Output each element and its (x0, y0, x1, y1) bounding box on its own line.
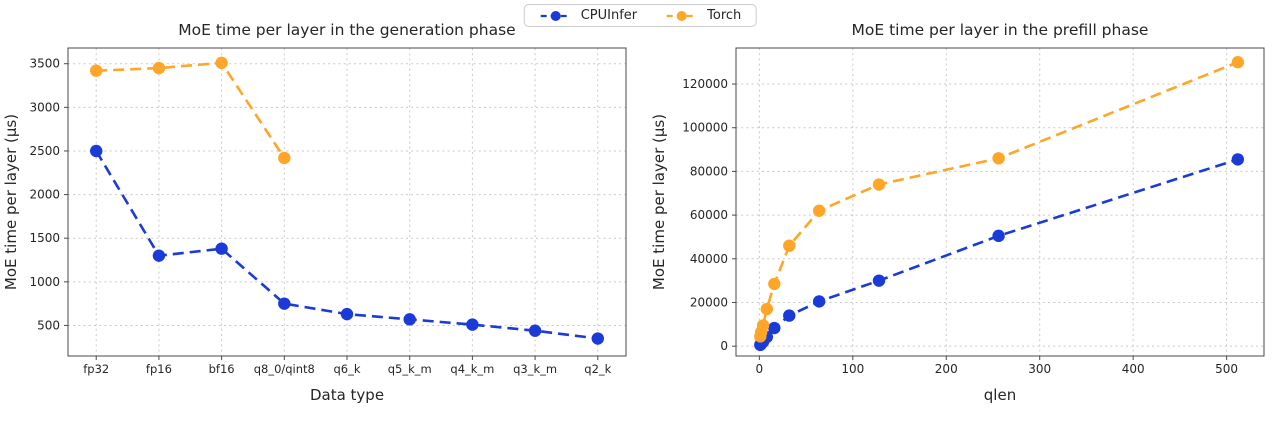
x-tick-label: fp32 (83, 362, 109, 376)
x-tick-label: q6_k (333, 362, 360, 376)
legend-item-torch[interactable]: Torch (665, 8, 741, 23)
series-line-torch (96, 61, 286, 159)
data-point (90, 64, 103, 77)
x-tick-label: 100 (841, 362, 864, 376)
x-axis-label: qlen (984, 386, 1016, 404)
y-axis-label: MoE time per layer (μs) (2, 114, 20, 290)
x-tick-label: 500 (1215, 362, 1238, 376)
legend-item-cpuinfer[interactable]: CPUInfer (539, 8, 637, 23)
x-tick-label: q8_0/qint8 (254, 362, 315, 376)
data-point (152, 249, 166, 262)
prefill-phase-chart: 0 100 200 300 400 500 0 20000 40000 60000 80000 100… (650, 21, 1265, 404)
y-tick-label: 20000 (690, 295, 728, 309)
legend-label-torch: Torch (707, 8, 742, 23)
y-tick-label: 3000 (29, 100, 60, 114)
y-tick-label: 120000 (682, 77, 728, 91)
x-tick-label: q5_k_m (388, 362, 432, 376)
data-point (278, 297, 291, 310)
chart-title: MoE time per layer in the prefill phase (852, 21, 1149, 39)
series-line-cpuinfer (759, 158, 1239, 346)
data-point (756, 319, 770, 332)
data-point (215, 242, 228, 255)
data-point (872, 274, 886, 287)
y-tick-label: 60000 (690, 208, 728, 222)
legend-label-cpuinfer: CPUInfer (580, 8, 638, 23)
x-tick-label: q3_k_m (513, 362, 557, 376)
data-point (152, 61, 166, 75)
y-axis-label: MoE time per layer (μs) (650, 114, 668, 290)
data-point (768, 277, 781, 291)
axis-ticks: fp32 fp16 bf16 q8_0/qint8 q6_k q5_k_m q4_k_m q3… (29, 57, 611, 376)
data-point (783, 239, 796, 252)
series-line-torch (759, 60, 1239, 337)
x-tick-label: bf16 (209, 362, 235, 376)
y-tick-label: 1000 (29, 275, 60, 289)
data-point (768, 321, 781, 335)
gridlines (736, 48, 1264, 356)
y-tick-label: 500 (37, 318, 60, 332)
data-point (90, 144, 103, 158)
data-point (403, 313, 416, 326)
y-tick-label: 2500 (29, 144, 60, 158)
legend: CPUInfer Torch (523, 4, 757, 27)
chart-title: MoE time per layer in the generation pha… (178, 21, 515, 39)
x-tick-label: 400 (1122, 362, 1145, 376)
axis-ticks: 0 100 200 300 400 500 0 20000 40000 60000 80000 100… (682, 77, 1238, 376)
y-tick-label: 40000 (690, 252, 728, 266)
x-tick-label: fp16 (146, 362, 172, 376)
data-point (591, 332, 604, 345)
data-point (1231, 153, 1245, 166)
data-point (760, 302, 774, 316)
data-point (528, 324, 542, 337)
x-tick-label: 0 (756, 362, 764, 376)
y-tick-label: 2000 (29, 188, 60, 202)
data-point (783, 309, 796, 322)
data-point (992, 229, 1005, 243)
x-tick-label: 300 (1028, 362, 1051, 376)
data-point (1231, 55, 1245, 69)
data-point (812, 295, 826, 308)
data-point (340, 307, 354, 321)
generation-phase-chart: fp32 fp16 bf16 q8_0/qint8 q6_k q5_k_m q4_k_m q3… (2, 21, 627, 404)
data-point (992, 152, 1005, 165)
data-point (215, 56, 228, 70)
x-tick-label: q2_k (584, 362, 611, 376)
y-tick-label: 80000 (690, 164, 728, 178)
plot-border (735, 47, 1265, 357)
y-tick-label: 1500 (29, 231, 60, 245)
x-axis-label: Data type (310, 386, 384, 404)
torch-line-marker-icon (667, 10, 698, 21)
data-point (872, 178, 886, 191)
y-tick-label: 0 (720, 339, 728, 353)
y-tick-label: 100000 (682, 121, 728, 135)
x-tick-label: q4_k_m (450, 362, 494, 376)
y-tick-label: 3500 (29, 57, 60, 71)
cpuinfer-line-marker-icon (540, 10, 571, 21)
data-point (278, 151, 291, 165)
data-point (812, 204, 826, 217)
data-point (466, 318, 479, 331)
x-tick-label: 200 (935, 362, 958, 376)
